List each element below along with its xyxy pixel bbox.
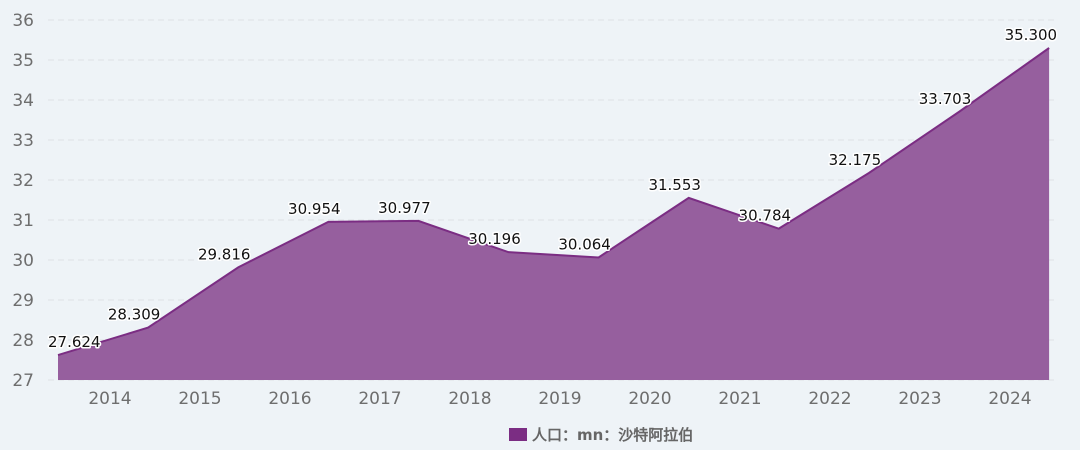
x-tick-label: 2021 (718, 389, 761, 409)
x-tick-label: 2020 (628, 389, 671, 409)
data-label: 30.784 (739, 207, 792, 225)
data-label: 29.816 (198, 245, 251, 263)
legend-label: 人口：mn：沙特阿拉伯 (532, 426, 694, 444)
y-tick-label: 35 (12, 51, 34, 71)
x-tick-label: 2018 (448, 389, 491, 409)
area-fill (58, 48, 1050, 380)
series-line (57, 47, 1050, 356)
x-tick-label: 2022 (808, 389, 851, 409)
y-tick-label: 31 (12, 211, 34, 231)
data-label: 30.954 (288, 200, 341, 218)
y-tick-label: 34 (12, 91, 34, 111)
data-label: 31.553 (648, 176, 701, 194)
legend-swatch (509, 428, 527, 441)
y-tick-label: 27 (12, 371, 34, 391)
data-label: 32.175 (829, 151, 882, 169)
y-tick-label: 30 (12, 251, 34, 271)
y-tick-label: 33 (12, 131, 34, 151)
legend[interactable]: 人口：mn：沙特阿拉伯 (509, 424, 693, 445)
y-tick-label: 32 (12, 171, 34, 191)
data-label: 28.309 (108, 306, 161, 324)
data-label: 27.624 (48, 333, 101, 351)
x-tick-label: 2024 (988, 389, 1031, 409)
x-tick-label: 2023 (898, 389, 941, 409)
y-tick-label: 28 (12, 331, 34, 351)
x-tick-label: 2019 (538, 389, 581, 409)
data-label: 30.064 (558, 235, 611, 253)
x-tick-label: 2014 (88, 389, 131, 409)
data-label: 30.977 (378, 199, 431, 217)
y-tick-label: 29 (12, 291, 34, 311)
x-tick-label: 2016 (268, 389, 311, 409)
y-tick-label: 36 (12, 11, 34, 31)
data-label: 33.703 (919, 90, 972, 108)
x-tick-label: 2015 (178, 389, 221, 409)
data-label: 30.196 (468, 230, 521, 248)
x-tick-label: 2017 (358, 389, 401, 409)
data-label: 35.300 (1005, 26, 1058, 44)
